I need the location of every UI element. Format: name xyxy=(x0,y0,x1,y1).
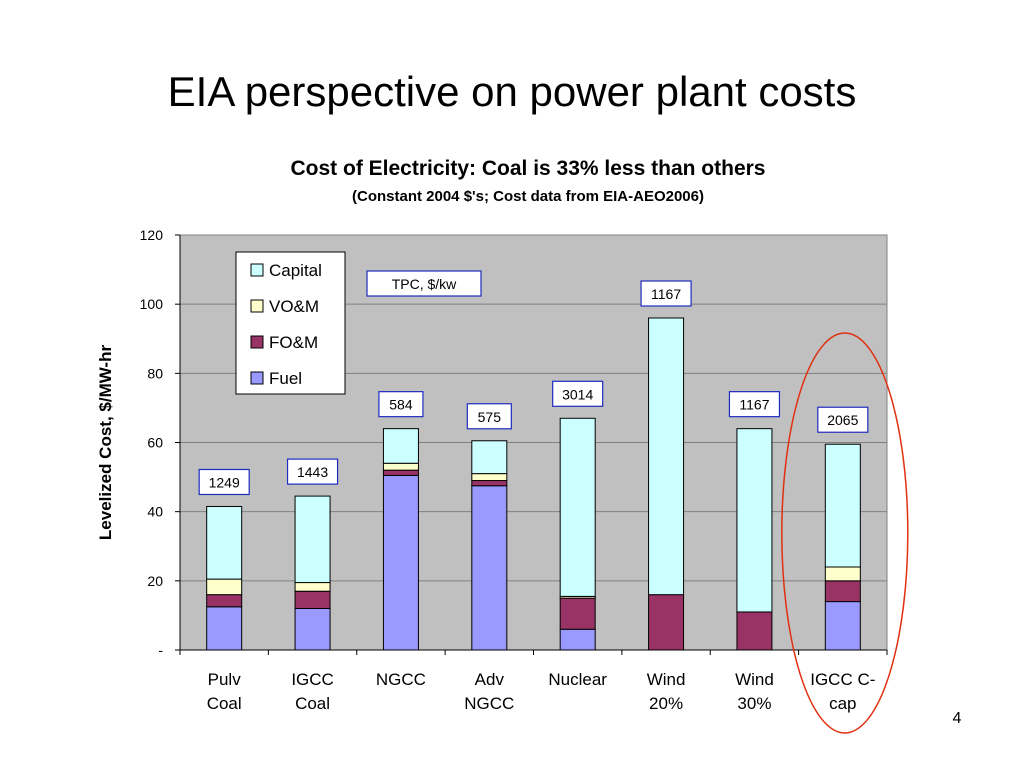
highlight-ellipse xyxy=(781,332,909,734)
x-tick-label: NGCC xyxy=(376,670,426,689)
bar-fo-m xyxy=(648,594,685,651)
bar-vo-m xyxy=(382,462,419,471)
tpc-value: 584 xyxy=(389,397,413,413)
x-tick-label: cap xyxy=(829,694,856,713)
tpc-header-box xyxy=(366,270,482,297)
x-tick-label: 30% xyxy=(737,694,771,713)
tpc-box xyxy=(728,391,781,418)
bar-capital xyxy=(294,495,331,584)
legend-label: FO&M xyxy=(269,333,318,352)
legend-label: VO&M xyxy=(269,297,319,316)
page-number: 4 xyxy=(952,710,962,727)
y-axis-label: Levelized Cost, $/MW-hr xyxy=(96,345,115,541)
tpc-value: 1167 xyxy=(651,286,681,302)
x-tick-label: Coal xyxy=(207,694,242,713)
tpc-value: 1443 xyxy=(297,464,328,480)
bar-fuel xyxy=(824,601,861,651)
tpc-value: 575 xyxy=(478,409,502,425)
bar-fo-m xyxy=(382,469,419,476)
chart-subtitle: (Constant 2004 $'s; Cost data from EIA-A… xyxy=(352,188,704,205)
x-tick-label: Pulv xyxy=(208,670,242,689)
x-tick-label: 20% xyxy=(649,694,683,713)
bar-fo-m xyxy=(824,580,861,603)
tpc-box xyxy=(466,403,512,430)
bar-capital xyxy=(206,505,243,580)
x-tick-label: Adv xyxy=(475,670,505,689)
bar-capital xyxy=(382,428,419,464)
tpc-box xyxy=(552,380,604,407)
tpc-value: 1249 xyxy=(209,474,240,490)
y-tick-label: - xyxy=(158,642,163,658)
legend-swatch-fo-m xyxy=(250,335,264,349)
bar-fuel xyxy=(471,485,508,651)
bar-fuel xyxy=(206,606,243,651)
tpc-value: 3014 xyxy=(562,386,593,402)
tpc-value: 1167 xyxy=(739,397,769,413)
tpc-box xyxy=(286,458,339,485)
slide-title: EIA perspective on power plant costs xyxy=(167,68,857,115)
y-tick-label: 40 xyxy=(147,504,163,520)
bar-vo-m xyxy=(824,566,861,582)
bar-fo-m xyxy=(294,590,331,609)
bar-capital xyxy=(648,317,685,596)
y-tick-label: 60 xyxy=(147,435,163,451)
y-tick-label: 100 xyxy=(140,296,164,312)
bar-fo-m xyxy=(471,480,508,487)
x-tick-label: Wind xyxy=(647,670,686,689)
tpc-header-label: TPC, $/kw xyxy=(392,276,457,292)
bar-fuel xyxy=(559,628,596,651)
legend-label: Fuel xyxy=(269,369,302,388)
tpc-value: 2065 xyxy=(827,412,858,428)
bar-fo-m xyxy=(559,597,596,630)
legend-label: Capital xyxy=(269,261,322,280)
legend-swatch-capital xyxy=(250,263,264,277)
bar-capital xyxy=(559,417,596,597)
bar-fuel xyxy=(294,608,331,651)
y-tick-label: 80 xyxy=(147,365,163,381)
bar-vo-m xyxy=(294,582,331,592)
x-tick-label: Nuclear xyxy=(548,670,607,689)
x-tick-label: IGCC xyxy=(291,670,334,689)
bar-fuel xyxy=(382,474,419,651)
bar-capital xyxy=(824,443,861,568)
tpc-box xyxy=(817,406,869,433)
bar-vo-m xyxy=(206,578,243,596)
legend-swatch-vo-m xyxy=(250,299,264,313)
tpc-box xyxy=(640,280,692,307)
x-tick-label: IGCC C- xyxy=(810,670,875,689)
chart-title: Cost of Electricity: Coal is 33% less th… xyxy=(290,157,766,180)
bar-fo-m xyxy=(736,611,773,651)
bar-capital xyxy=(736,428,773,613)
legend-swatch-fuel xyxy=(250,371,264,385)
y-tick-label: 20 xyxy=(147,573,163,589)
x-tick-label: Wind xyxy=(735,670,774,689)
tpc-box xyxy=(378,391,424,418)
x-tick-label: NGCC xyxy=(464,694,514,713)
tpc-box xyxy=(198,468,250,496)
y-tick-label: 120 xyxy=(140,227,164,243)
bar-capital xyxy=(471,440,508,475)
x-tick-label: Coal xyxy=(295,694,330,713)
bar-vo-m xyxy=(471,473,508,482)
bar-fo-m xyxy=(206,594,243,608)
